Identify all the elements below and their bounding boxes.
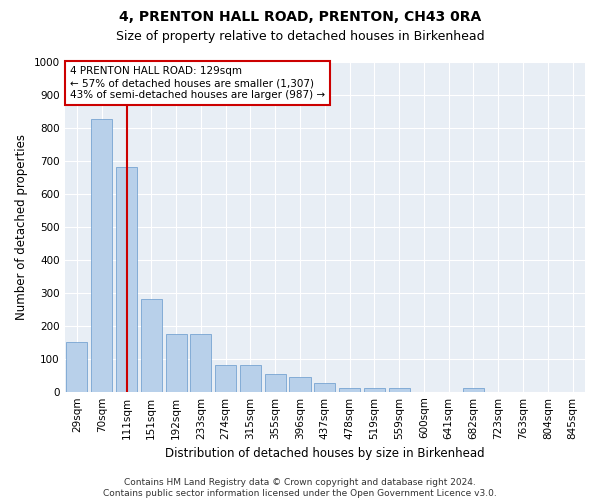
- Text: Size of property relative to detached houses in Birkenhead: Size of property relative to detached ho…: [116, 30, 484, 43]
- Bar: [215, 366, 236, 392]
- Bar: [389, 388, 410, 392]
- Text: 4 PRENTON HALL ROAD: 129sqm
← 57% of detached houses are smaller (1,307)
43% of : 4 PRENTON HALL ROAD: 129sqm ← 57% of det…: [70, 66, 325, 100]
- Bar: [166, 334, 187, 392]
- Bar: [91, 120, 112, 392]
- X-axis label: Distribution of detached houses by size in Birkenhead: Distribution of detached houses by size …: [165, 447, 485, 460]
- Bar: [190, 334, 211, 392]
- Bar: [141, 299, 162, 392]
- Bar: [67, 342, 88, 392]
- Bar: [240, 366, 261, 392]
- Bar: [116, 167, 137, 392]
- Text: 4, PRENTON HALL ROAD, PRENTON, CH43 0RA: 4, PRENTON HALL ROAD, PRENTON, CH43 0RA: [119, 10, 481, 24]
- Bar: [289, 377, 311, 392]
- Bar: [463, 388, 484, 392]
- Bar: [265, 374, 286, 392]
- Text: Contains HM Land Registry data © Crown copyright and database right 2024.
Contai: Contains HM Land Registry data © Crown c…: [103, 478, 497, 498]
- Bar: [364, 388, 385, 392]
- Bar: [339, 388, 360, 392]
- Bar: [314, 384, 335, 392]
- Y-axis label: Number of detached properties: Number of detached properties: [15, 134, 28, 320]
